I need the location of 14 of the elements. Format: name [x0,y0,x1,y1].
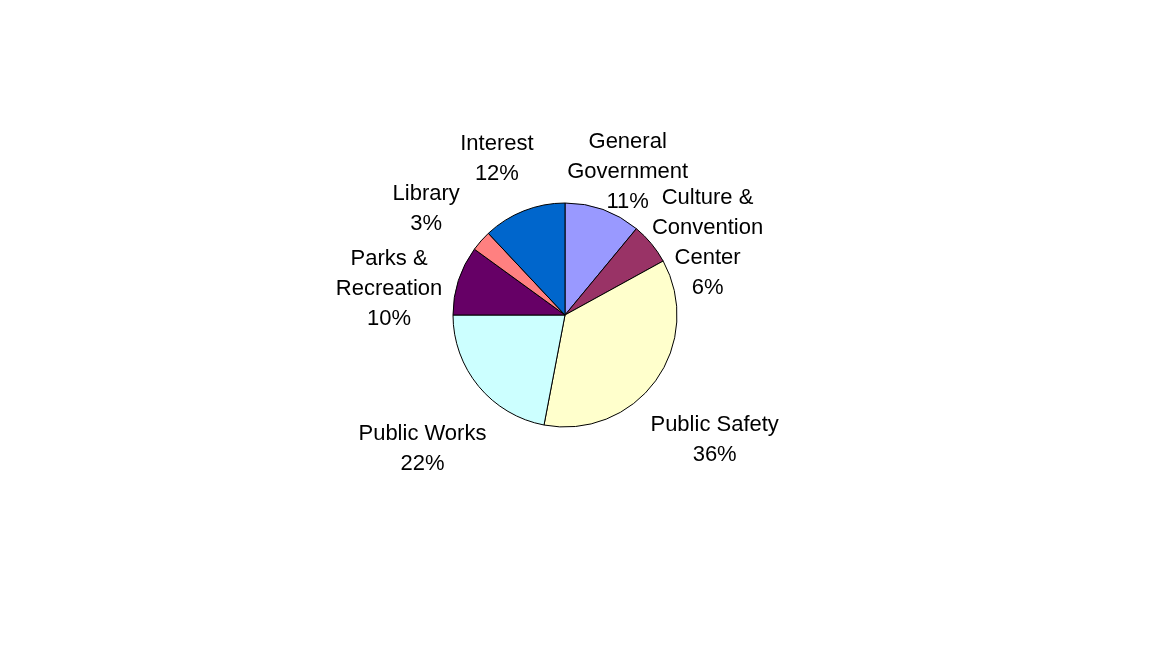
slice-label: Public Works [358,419,487,445]
data-label: 12% [474,159,519,185]
data-label: 10% [367,304,412,330]
slice-label: Culture & Convention Center [651,184,764,270]
slice-label: Parks & Recreation [335,244,443,300]
slice-label: Public Safety [650,410,779,436]
slice-label: Interest [460,129,534,155]
data-label: 22% [400,449,445,475]
data-label: 36% [692,440,737,466]
data-label: 11% [606,187,649,213]
slice-label: General Government [567,127,689,183]
data-label: 3% [410,209,443,235]
slice-label: Library [392,179,460,205]
data-label: 6% [691,274,724,300]
